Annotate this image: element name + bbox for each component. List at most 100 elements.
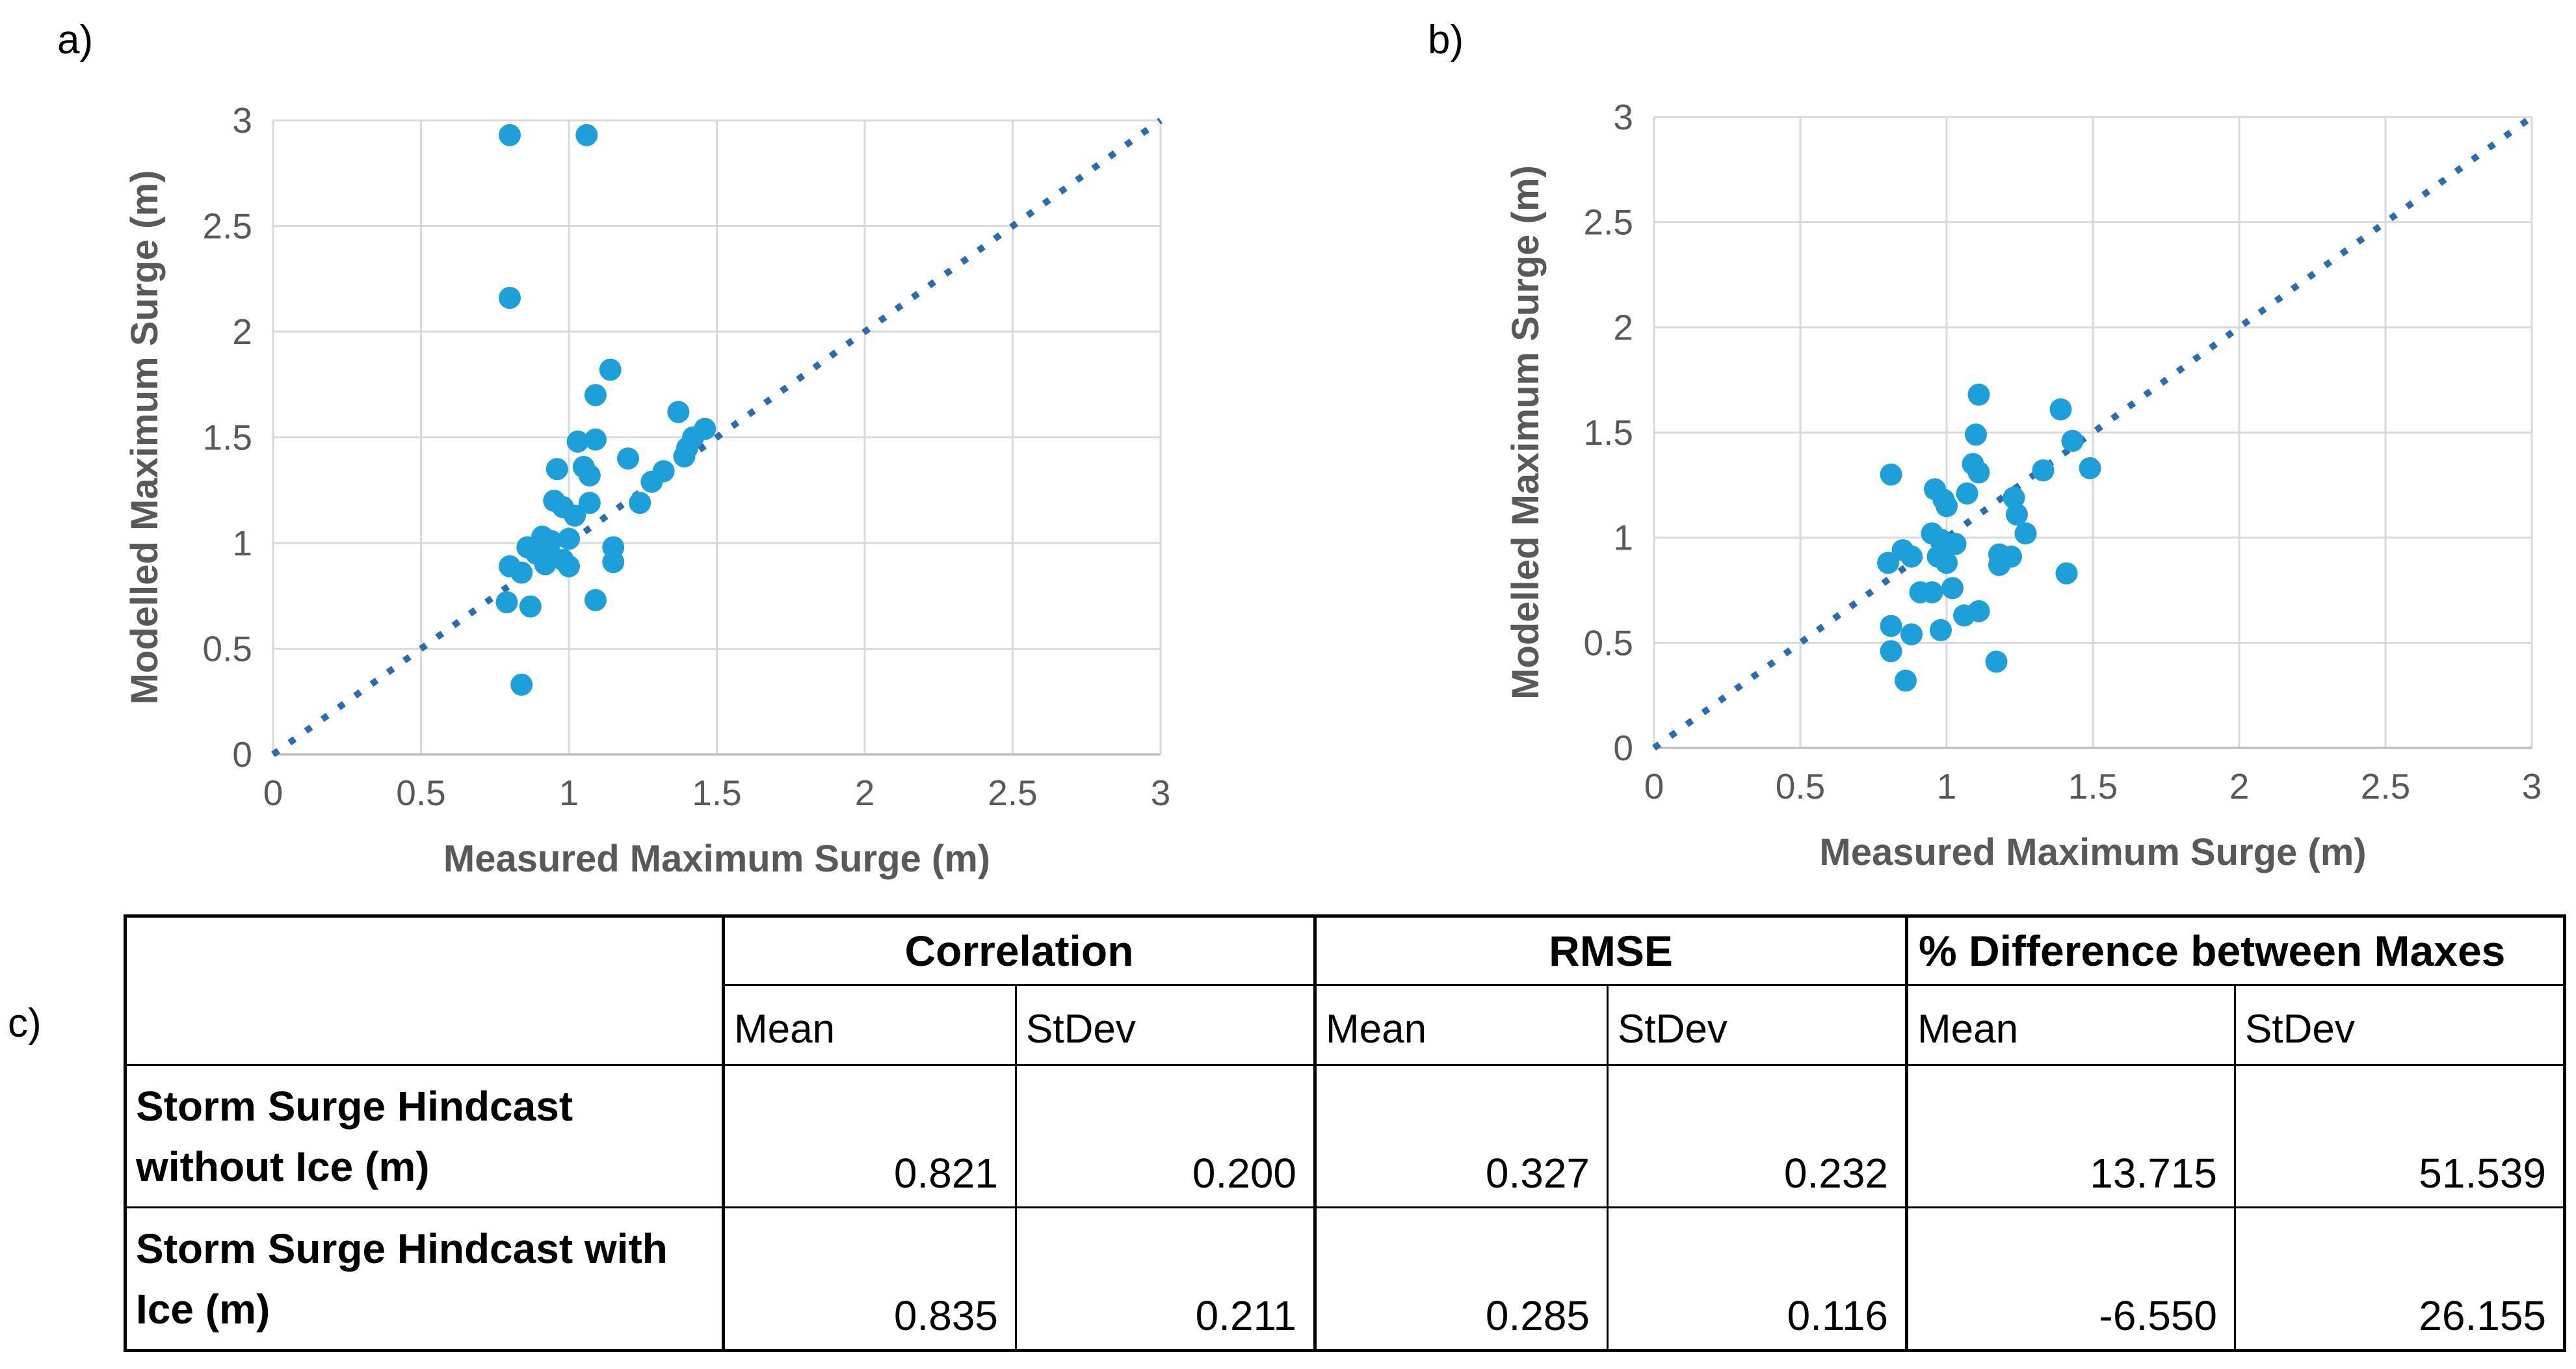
cell-corr-stdev: 0.211 bbox=[1014, 1206, 1317, 1351]
cell-rmse-stdev: 0.232 bbox=[1607, 1064, 1908, 1208]
header-rmse: RMSE bbox=[1313, 915, 1908, 986]
data-point bbox=[1988, 553, 2010, 576]
data-point bbox=[1900, 623, 1923, 646]
panel-label-a: a) bbox=[57, 18, 94, 62]
x-tick-label: 2 bbox=[855, 773, 875, 813]
cell-corr-mean: 0.835 bbox=[722, 1206, 1017, 1351]
data-point bbox=[599, 358, 622, 381]
data-point bbox=[1985, 650, 2008, 673]
panel-label-b: b) bbox=[1428, 18, 1464, 62]
table-subheader-row: Mean StDev Mean StDev Mean StDev bbox=[125, 984, 2566, 1066]
data-point bbox=[558, 555, 580, 578]
cell-rmse-mean: 0.327 bbox=[1313, 1064, 1609, 1208]
data-point bbox=[2003, 486, 2025, 509]
data-point bbox=[2055, 562, 2078, 585]
y-tick-label: 0 bbox=[1613, 728, 1633, 768]
cell-corr-mean: 0.821 bbox=[722, 1064, 1017, 1208]
y-tick-label: 1.5 bbox=[1584, 412, 1633, 453]
y-tick-label: 0.5 bbox=[203, 629, 252, 669]
y-axis-title: Modelled Maximum Surge (m) bbox=[124, 170, 166, 705]
y-tick-label: 1 bbox=[1613, 518, 1633, 558]
data-point bbox=[2014, 522, 2037, 545]
identity-line bbox=[271, 117, 1163, 758]
data-point bbox=[1877, 552, 1899, 574]
cell-diff-mean: -6.550 bbox=[1905, 1206, 2237, 1351]
chart-a: 0 0.5 1 1.5 2 2.5 3 0 0.5 1 1.5 2 2.5 3 Measured Maxim… bbox=[124, 100, 1170, 880]
scatter-charts: 0 0.5 1 1.5 2 2.5 3 0 0.5 1 1.5 2 2.5 3 Measured Maxim… bbox=[124, 97, 2542, 880]
data-point bbox=[1936, 552, 1958, 574]
data-point bbox=[1944, 533, 1967, 555]
x-tick-label: 0 bbox=[263, 773, 283, 813]
row-label-line1: Storm Surge Hindcast bbox=[136, 1083, 573, 1130]
row-label-line2: without Ice (m) bbox=[136, 1143, 430, 1191]
data-point bbox=[558, 527, 580, 550]
x-tick-label: 3 bbox=[1151, 773, 1171, 813]
table-header-groups: Correlation RMSE % Difference between Ma… bbox=[124, 915, 2566, 1066]
subheader-corr-mean: Mean bbox=[722, 984, 1017, 1066]
data-point bbox=[2061, 429, 2084, 452]
data-point bbox=[602, 551, 625, 574]
data-point bbox=[1936, 495, 1958, 518]
x-tick-label: 0 bbox=[1644, 766, 1664, 806]
row-label-with-ice: Storm Surge Hindcast with Ice (m) bbox=[124, 1206, 724, 1351]
y-axis-title: Modelled Maximum Surge (m) bbox=[1505, 165, 1547, 700]
data-point bbox=[617, 447, 639, 470]
table-row-with-ice: Storm Surge Hindcast with Ice (m) 0.835 … bbox=[124, 1206, 2566, 1351]
data-point bbox=[575, 124, 598, 146]
data-point bbox=[1967, 461, 1990, 484]
x-axis-title: Measured Maximum Surge (m) bbox=[443, 838, 990, 880]
table-row-without-ice: Storm Surge Hindcast without Ice (m) 0.8… bbox=[124, 1064, 2566, 1208]
y-tick-label: 3 bbox=[1613, 97, 1633, 137]
y-tick-label: 2.5 bbox=[1584, 202, 1633, 243]
data-point bbox=[2032, 459, 2055, 482]
subheader-diff-stdev: StDev bbox=[2234, 984, 2566, 1066]
cell-diff-mean: 13.715 bbox=[1905, 1064, 2237, 1208]
x-tick-label: 2 bbox=[2229, 766, 2250, 806]
data-point bbox=[1880, 463, 1902, 486]
data-point bbox=[667, 401, 690, 423]
x-tick-label: 0.5 bbox=[396, 773, 445, 813]
x-tick-label: 1 bbox=[1937, 766, 1957, 806]
data-point bbox=[1895, 669, 1917, 692]
x-tick-label: 3 bbox=[2522, 766, 2542, 806]
data-point bbox=[578, 492, 601, 514]
subheader-diff-mean: Mean bbox=[1905, 984, 2237, 1066]
data-point bbox=[2079, 457, 2101, 479]
x-tick-label: 1 bbox=[559, 773, 579, 813]
data-point bbox=[1880, 615, 1902, 637]
data-point bbox=[1921, 581, 1943, 604]
panel-label-c: c) bbox=[8, 1001, 42, 1046]
data-point bbox=[1941, 577, 1964, 600]
data-point bbox=[673, 445, 696, 468]
x-tick-label: 0.5 bbox=[1776, 766, 1825, 806]
y-tick-label: 0.5 bbox=[1584, 622, 1633, 663]
stats-table: Correlation RMSE % Difference between Ma… bbox=[124, 914, 2567, 1352]
header-correlation: Correlation bbox=[721, 915, 1317, 986]
cell-rmse-stdev: 0.116 bbox=[1607, 1206, 1908, 1351]
y-tick-label: 2 bbox=[1613, 307, 1633, 347]
subheader-rmse-mean: Mean bbox=[1313, 984, 1609, 1066]
data-point bbox=[564, 504, 586, 527]
y-tick-label: 0 bbox=[232, 734, 252, 775]
x-tick-label: 2.5 bbox=[2361, 766, 2410, 806]
row-label-without-ice: Storm Surge Hindcast without Ice (m) bbox=[124, 1064, 724, 1208]
table-corner-cell bbox=[124, 915, 724, 1066]
data-point bbox=[566, 431, 589, 453]
data-point bbox=[1956, 482, 1978, 505]
data-point bbox=[2006, 503, 2028, 526]
data-point bbox=[1900, 545, 1923, 568]
x-tick-label: 1.5 bbox=[692, 773, 741, 813]
y-tick-label: 2.5 bbox=[203, 206, 252, 246]
data-point bbox=[534, 553, 557, 576]
y-tick-label: 1.5 bbox=[203, 418, 252, 458]
x-tick-label: 1.5 bbox=[2068, 766, 2118, 806]
chart-b: 0 0.5 1 1.5 2 2.5 3 0 0.5 1 1.5 2 2.5 3 Measured Maxim… bbox=[1505, 97, 2542, 873]
data-point bbox=[499, 124, 521, 146]
row-label-line2: Ice (m) bbox=[136, 1286, 270, 1333]
x-axis-title: Measured Maximum Surge (m) bbox=[1819, 831, 2366, 873]
data-point bbox=[495, 591, 518, 613]
cell-diff-stdev: 26.155 bbox=[2234, 1206, 2566, 1351]
data-point bbox=[510, 561, 533, 584]
data-point bbox=[1953, 604, 1975, 627]
